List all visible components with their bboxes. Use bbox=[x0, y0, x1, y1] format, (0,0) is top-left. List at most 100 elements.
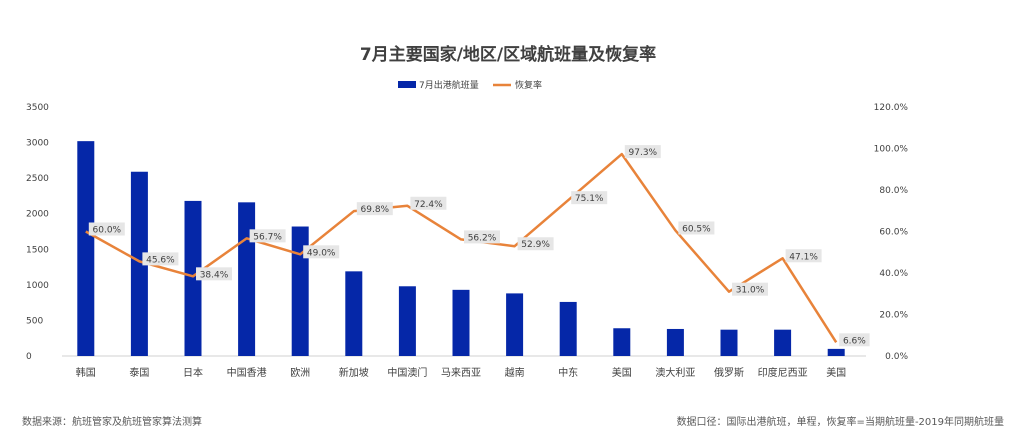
data-label-text: 6.6% bbox=[843, 336, 866, 346]
left-tick-label: 3000 bbox=[26, 139, 49, 149]
right-tick-label: 120.0% bbox=[874, 103, 909, 113]
data-label-text: 72.4% bbox=[414, 200, 443, 210]
left-tick-label: 1000 bbox=[26, 281, 49, 291]
legend-bar-swatch bbox=[398, 81, 416, 88]
data-label-text: 45.6% bbox=[146, 255, 175, 265]
legend-line-label: 恢复率 bbox=[515, 79, 542, 91]
right-tick-label: 80.0% bbox=[879, 186, 908, 196]
data-label-text: 31.0% bbox=[736, 286, 765, 296]
category-label: 俄罗斯 bbox=[714, 366, 744, 379]
data-label-box bbox=[517, 237, 554, 251]
category-label: 越南 bbox=[505, 366, 525, 379]
category-label: 中东 bbox=[558, 366, 578, 379]
bar bbox=[613, 328, 631, 356]
left-tick-label: 3500 bbox=[26, 103, 49, 113]
data-label: 72.4% bbox=[410, 196, 447, 210]
legend-bar-label: 7月出港航班量 bbox=[419, 79, 479, 91]
data-label-text: 52.9% bbox=[521, 240, 550, 250]
line-data-labels: 60.0% 45.6% 38.4% 56.7% 49.0% 69.8% 72.4% 56.2%… bbox=[88, 145, 870, 347]
left-axis: 0 500 1000 1500 2000 2500 3000 3500 bbox=[26, 103, 49, 362]
left-tick-label: 2500 bbox=[26, 174, 49, 184]
data-label: 38.4% bbox=[196, 267, 232, 281]
data-label-text: 38.4% bbox=[200, 270, 229, 280]
data-label-box bbox=[356, 202, 393, 216]
legend: 7月出港航班量 恢复率 bbox=[398, 79, 542, 91]
data-label: 56.2% bbox=[464, 230, 500, 244]
bar bbox=[559, 301, 577, 356]
category-label: 澳大利亚 bbox=[655, 366, 695, 379]
bar bbox=[720, 329, 738, 356]
right-tick-label: 60.0% bbox=[879, 228, 908, 238]
data-label-text: 97.3% bbox=[629, 148, 658, 158]
line-series bbox=[85, 152, 838, 343]
data-label-box bbox=[785, 249, 822, 263]
data-label-box bbox=[303, 245, 340, 259]
left-tick-label: 2000 bbox=[26, 210, 49, 220]
category-label: 韩国 bbox=[76, 366, 96, 379]
category-label: 美国 bbox=[826, 366, 846, 379]
data-label: 75.1% bbox=[571, 191, 608, 205]
category-labels: 韩国 泰国 日本 中国香港 欧洲 新加坡 中国澳门 马来西亚 越南 中东 美国 澳大利亚 俄罗斯 印度尼西… bbox=[76, 366, 846, 379]
chart-title: 7月主要国家/地区/区域航班量及恢复率 bbox=[360, 44, 656, 65]
data-label-box bbox=[464, 230, 500, 244]
data-label: 52.9% bbox=[517, 237, 554, 251]
category-label: 美国 bbox=[612, 366, 632, 379]
category-label: 马来西亚 bbox=[441, 367, 481, 379]
data-label-box bbox=[88, 222, 125, 236]
data-label: 97.3% bbox=[624, 145, 661, 159]
data-label-text: 49.0% bbox=[307, 248, 336, 258]
bar bbox=[774, 329, 792, 356]
data-label-box bbox=[624, 145, 661, 159]
data-label-box bbox=[571, 191, 608, 205]
data-label: 47.1% bbox=[785, 249, 822, 263]
bar bbox=[238, 202, 256, 356]
category-label: 中国香港 bbox=[227, 366, 267, 379]
right-tick-label: 20.0% bbox=[879, 311, 908, 321]
bar bbox=[77, 141, 95, 356]
category-label: 印度尼西亚 bbox=[758, 366, 808, 379]
bar bbox=[827, 348, 845, 356]
category-label: 日本 bbox=[183, 366, 203, 379]
bar bbox=[452, 289, 470, 356]
data-label-box bbox=[249, 229, 286, 243]
data-label-text: 56.7% bbox=[253, 232, 282, 242]
data-label: 60.0% bbox=[88, 222, 125, 236]
data-label-box bbox=[732, 282, 768, 296]
data-label-box bbox=[410, 196, 447, 210]
bar bbox=[291, 226, 309, 356]
data-label-text: 60.5% bbox=[682, 224, 711, 234]
data-label: 56.7% bbox=[249, 229, 286, 243]
data-label: 49.0% bbox=[303, 245, 340, 259]
bar bbox=[398, 286, 416, 356]
category-label: 中国澳门 bbox=[387, 366, 427, 379]
data-label-box bbox=[839, 333, 870, 347]
left-tick-label: 500 bbox=[26, 316, 43, 326]
data-label-text: 60.0% bbox=[93, 226, 122, 236]
bar bbox=[345, 271, 363, 356]
data-label: 45.6% bbox=[142, 252, 179, 266]
data-label-box bbox=[196, 267, 232, 281]
bar bbox=[184, 200, 202, 356]
right-tick-label: 100.0% bbox=[874, 145, 909, 155]
bar bbox=[130, 171, 148, 356]
left-tick-label: 1500 bbox=[26, 245, 49, 255]
source-note: 数据来源：航班管家及航班管家算法测算 bbox=[22, 417, 202, 428]
data-label-text: 56.2% bbox=[468, 233, 497, 243]
right-tick-label: 0.0% bbox=[885, 352, 908, 362]
data-caliber-note: 数据口径：国际出港航班，单程，恢复率=当期航班量-2019年同期航班量 bbox=[676, 417, 1004, 428]
data-label: 31.0% bbox=[732, 282, 768, 296]
right-axis: 0.0% 20.0% 40.0% 60.0% 80.0% 100.0% 120.0% bbox=[874, 103, 909, 362]
category-label: 新加坡 bbox=[339, 366, 369, 379]
data-label: 6.6% bbox=[839, 333, 870, 347]
right-tick-label: 40.0% bbox=[879, 269, 908, 279]
data-label-box bbox=[142, 252, 179, 266]
bar bbox=[666, 328, 684, 356]
category-label: 欧洲 bbox=[290, 367, 310, 379]
recovery-rate-line bbox=[85, 152, 838, 343]
bar-series bbox=[77, 141, 845, 356]
data-label-text: 75.1% bbox=[575, 194, 604, 204]
data-label-text: 47.1% bbox=[789, 252, 818, 262]
data-label-text: 69.8% bbox=[361, 205, 390, 215]
data-label: 69.8% bbox=[356, 202, 393, 216]
